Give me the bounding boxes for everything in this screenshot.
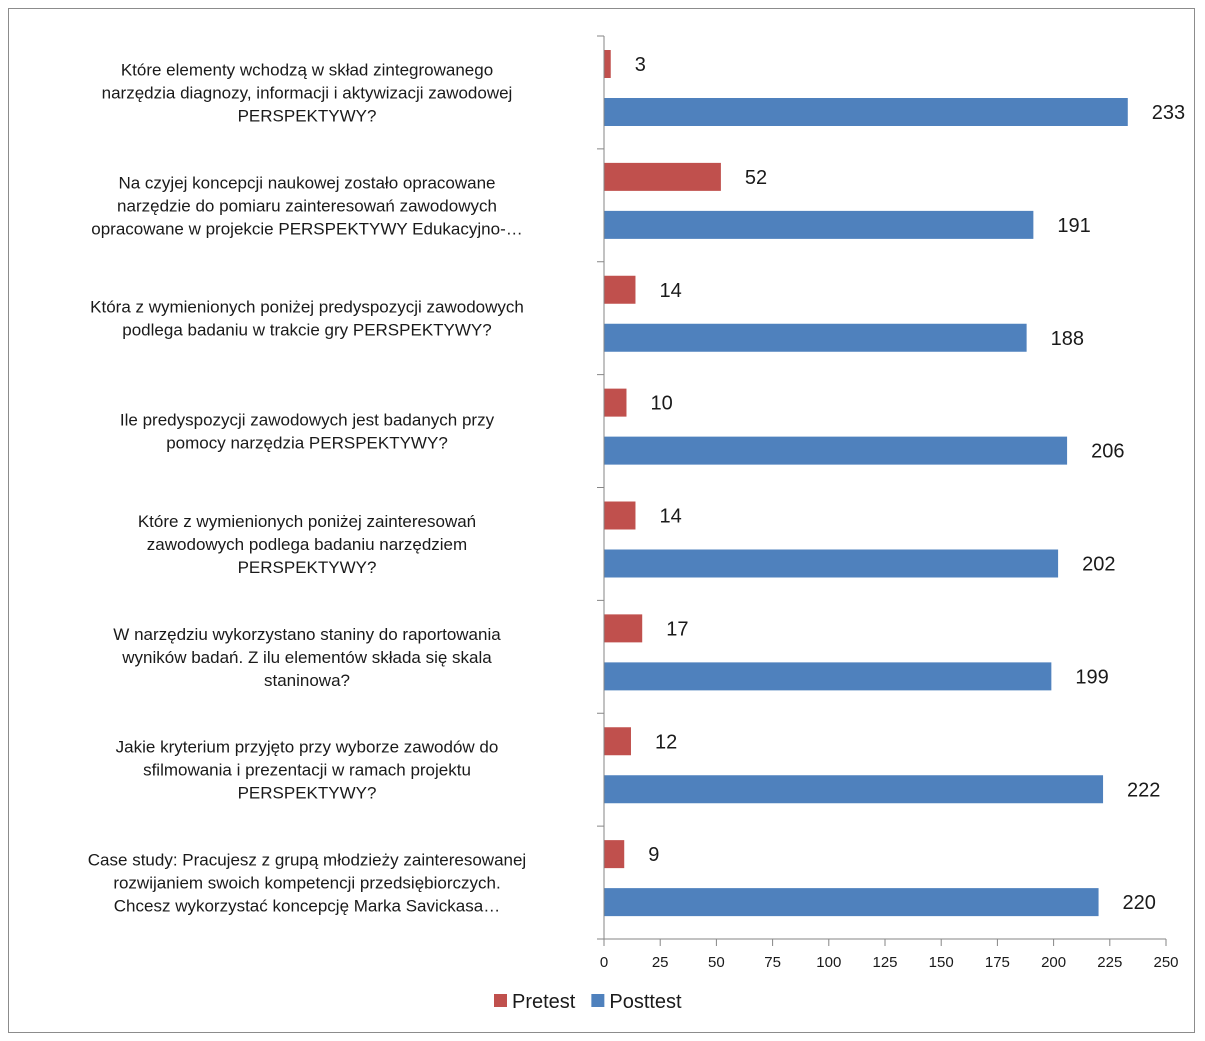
category-labels: Które elementy wchodzą w skład zintegrow… <box>88 60 526 915</box>
bar-posttest-5 <box>604 549 1059 578</box>
bar-posttest-8 <box>604 888 1099 917</box>
x-tick-label-75: 75 <box>764 954 781 971</box>
x-tick-label-225: 225 <box>1097 954 1122 971</box>
bar-pretest-7 <box>604 727 631 756</box>
data-label-posttest-5: 202 <box>1082 554 1115 576</box>
data-label-pretest-8: 9 <box>648 844 659 866</box>
bar-pretest-6 <box>604 614 643 643</box>
bar-posttest-7 <box>604 775 1104 804</box>
data-label-posttest-4: 206 <box>1091 441 1124 463</box>
data-label-pretest-6: 17 <box>666 618 688 640</box>
bar-pretest-2 <box>604 162 721 191</box>
data-label-posttest-7: 222 <box>1127 779 1160 801</box>
bar-posttest-1 <box>604 98 1128 126</box>
legend-label-posttest: Posttest <box>609 991 682 1013</box>
bar-posttest-6 <box>604 662 1052 691</box>
category-label-8: Case study: Pracujesz z grupą młodzieży … <box>88 851 526 916</box>
x-tick-label-200: 200 <box>1041 954 1066 971</box>
legend-label-pretest: Pretest <box>512 991 576 1013</box>
x-tick-label-250: 250 <box>1153 954 1178 971</box>
category-label-1: Które elementy wchodzą w skład zintegrow… <box>102 60 513 125</box>
category-label-2: Na czyjej koncepcji naukowej zostało opr… <box>91 173 522 238</box>
data-label-pretest-1: 3 <box>635 54 646 76</box>
data-label-posttest-8: 220 <box>1123 892 1156 914</box>
legend-swatch-pretest <box>494 994 507 1007</box>
data-label-pretest-4: 10 <box>650 393 672 415</box>
chart-frame: Które elementy wchodzą w skład zintegrow… <box>8 8 1195 1033</box>
bar-chart: Które elementy wchodzą w skład zintegrow… <box>88 35 1185 1013</box>
x-tick-label-0: 0 <box>600 954 608 971</box>
x-tick-label-150: 150 <box>929 954 954 971</box>
bar-posttest-3 <box>604 323 1027 352</box>
category-label-4: Ile predyspozycji zawodowych jest badany… <box>120 411 495 453</box>
data-label-pretest-7: 12 <box>655 731 677 753</box>
x-tick-label-100: 100 <box>816 954 841 971</box>
bar-pretest-1 <box>604 50 611 78</box>
data-label-pretest-5: 14 <box>659 506 681 528</box>
data-label-pretest-2: 52 <box>745 167 767 189</box>
x-tick-label-175: 175 <box>985 954 1010 971</box>
bar-posttest-2 <box>604 210 1034 239</box>
data-label-posttest-6: 199 <box>1075 666 1108 688</box>
category-label-7: Jakie kryterium przyjęto przy wyborze za… <box>116 738 499 803</box>
bar-pretest-3 <box>604 275 636 304</box>
x-tick-label-50: 50 <box>708 954 725 971</box>
bar-pretest-4 <box>604 388 627 417</box>
legend: Pretest Posttest <box>494 991 682 1013</box>
bars: 3 52 14 10 14 17 12 9 233 191 188 206 202 199 222 220 <box>604 50 1185 917</box>
category-label-3: Która z wymienionych poniżej predyspozyc… <box>90 298 524 340</box>
bar-pretest-5 <box>604 501 636 530</box>
bar-posttest-4 <box>604 436 1068 465</box>
legend-swatch-posttest <box>591 994 605 1007</box>
axes: 0 25 50 75 100 125 150 175 200 225 250 <box>597 35 1179 971</box>
data-label-pretest-3: 14 <box>659 280 681 302</box>
bar-pretest-8 <box>604 840 625 869</box>
x-tick-label-25: 25 <box>652 954 669 971</box>
data-label-posttest-1: 233 <box>1152 102 1185 124</box>
category-label-6: W narzędziu wykorzystano staniny do rapo… <box>113 625 501 690</box>
category-label-5: Które z wymienionych poniżej zainteresow… <box>138 512 476 577</box>
data-label-posttest-2: 191 <box>1057 215 1090 237</box>
data-label-posttest-3: 188 <box>1051 328 1084 350</box>
x-tick-label-125: 125 <box>872 954 897 971</box>
